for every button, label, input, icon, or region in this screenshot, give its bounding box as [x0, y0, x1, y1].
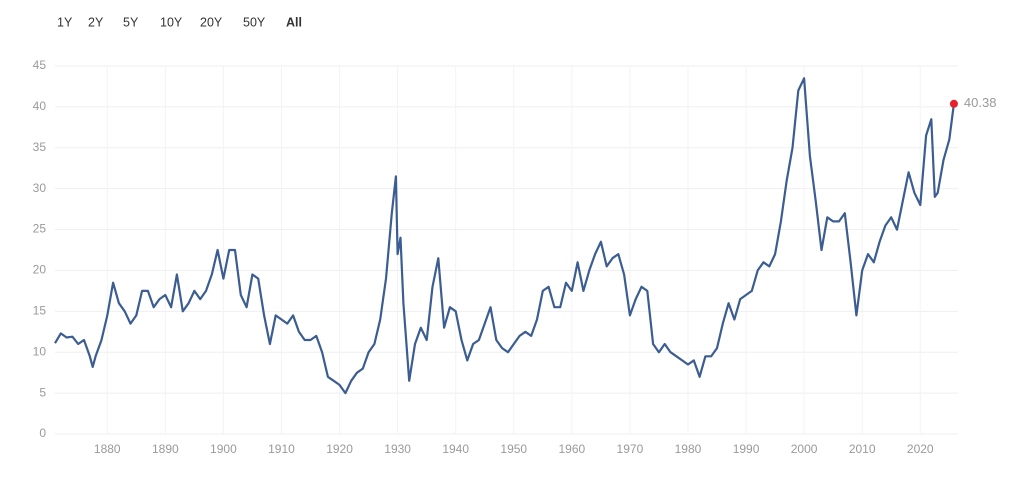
y-tick-label: 5	[39, 385, 46, 399]
y-tick-label: 25	[33, 222, 47, 236]
line	[54, 77, 955, 395]
x-tick-label: 1910	[268, 442, 295, 456]
range-button[interactable]: 10Y	[160, 15, 183, 29]
y-tick-label: 20	[33, 263, 47, 277]
x-tick-label: 1990	[733, 442, 760, 456]
range-button[interactable]: 20Y	[200, 15, 223, 29]
x-tick-label: 1980	[675, 442, 702, 456]
x-tick-label: 2020	[907, 442, 934, 456]
y-tick-label: 30	[33, 181, 47, 195]
x-tick-label: 2010	[849, 442, 876, 456]
x-tick-label: 1940	[442, 442, 469, 456]
x-tick-label: 1890	[152, 442, 179, 456]
x-tick-label: 1970	[617, 442, 644, 456]
y-tick-label: 0	[39, 426, 46, 440]
y-tick-label: 40	[33, 99, 47, 113]
last-point	[949, 99, 958, 108]
y-tick-label: 15	[33, 304, 47, 318]
x-tick-label: 1930	[384, 442, 411, 456]
x-tick-label: 1960	[558, 442, 585, 456]
x-tick-label: 1950	[500, 442, 527, 456]
y-tick-label: 45	[33, 58, 47, 72]
y-tick-label: 35	[33, 140, 47, 154]
y-tick-label: 10	[33, 344, 47, 358]
range-button[interactable]: 2Y	[88, 15, 104, 29]
x-tick-label: 1880	[94, 442, 121, 456]
range-button[interactable]: All	[286, 15, 302, 29]
x-tick-label: 2000	[791, 442, 818, 456]
range-button[interactable]: 1Y	[57, 15, 73, 29]
range-button[interactable]: 50Y	[243, 15, 266, 29]
x-tick-label: 1920	[326, 442, 353, 456]
x-tick-label: 1900	[210, 442, 237, 456]
last-value-label: 40.38	[964, 95, 997, 110]
range-button[interactable]: 5Y	[123, 15, 139, 29]
